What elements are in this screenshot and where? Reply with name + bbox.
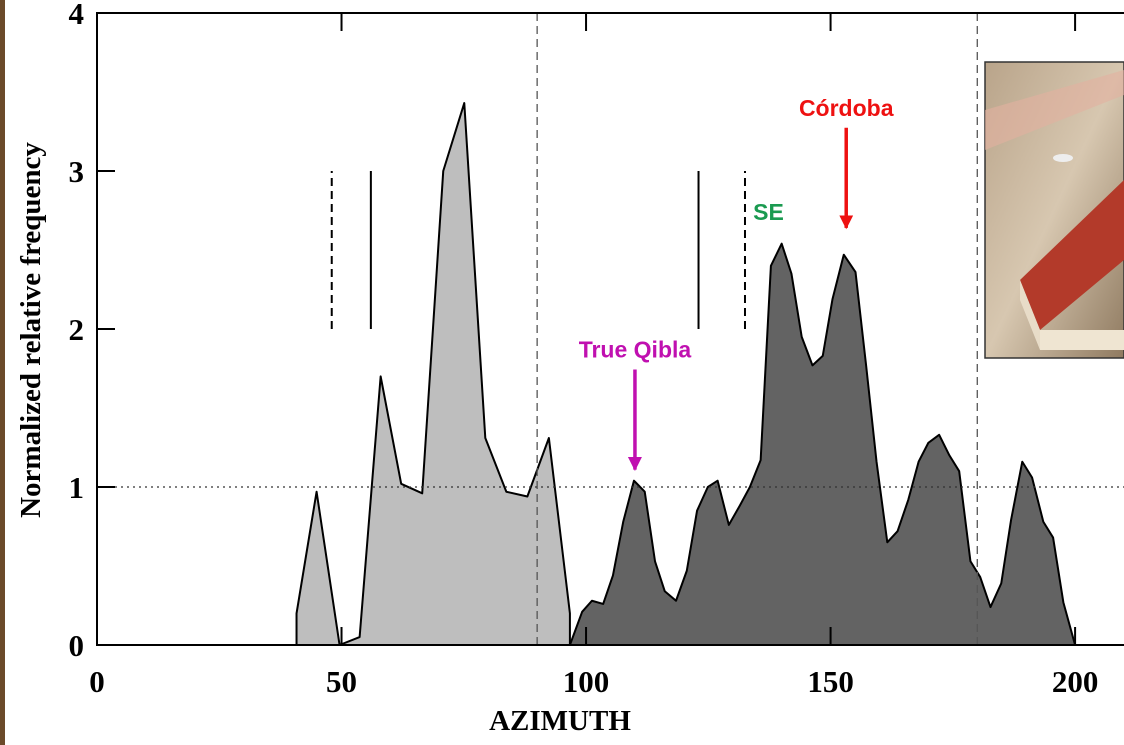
x-axis-label: AZIMUTH bbox=[489, 705, 631, 737]
x-tick-label: 150 bbox=[807, 664, 854, 699]
y-axis-label: Normalized relative frequency bbox=[15, 142, 47, 518]
left-edge bbox=[0, 0, 5, 745]
x-tick-label: 50 bbox=[326, 664, 357, 699]
y-tick-label: 1 bbox=[69, 470, 85, 505]
x-tick-label: 100 bbox=[563, 664, 610, 699]
x-tick-label: 0 bbox=[89, 664, 105, 699]
annotation: SE bbox=[753, 199, 784, 225]
x-tick-label: 200 bbox=[1052, 664, 1099, 699]
area bbox=[295, 102, 571, 646]
plot: 0 50 100 150 200 0 1 2 3 4 True Qibla Córdoba SE bbox=[69, 0, 1124, 699]
y-tick-label: 4 bbox=[69, 0, 85, 31]
inset-photo bbox=[984, 61, 1124, 359]
annotation: True Qibla bbox=[579, 337, 692, 363]
area bbox=[568, 242, 1077, 646]
y-tick-label: 3 bbox=[69, 154, 85, 189]
y-tick-label: 0 bbox=[69, 628, 85, 663]
annotation: Córdoba bbox=[799, 95, 894, 121]
y-tick-label: 2 bbox=[69, 312, 85, 347]
